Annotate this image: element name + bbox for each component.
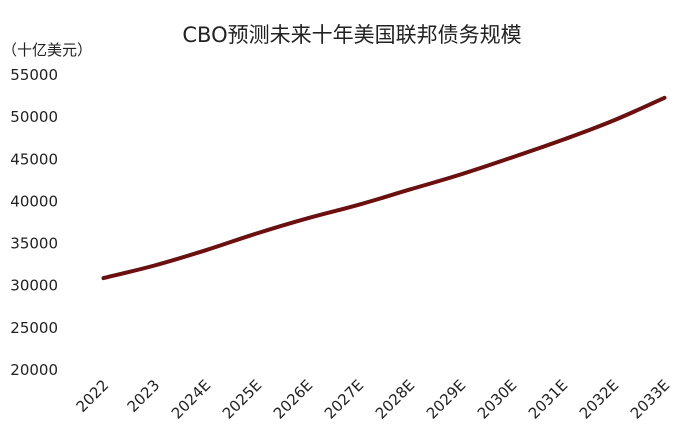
chart-title: CBO预测未来十年美国联邦债务规模 bbox=[182, 23, 521, 47]
x-tick-label: 2026E bbox=[270, 376, 316, 422]
x-tick-label: 2032E bbox=[576, 376, 622, 422]
x-tick-label: 2033E bbox=[627, 376, 673, 422]
y-tick-label: 20000 bbox=[10, 361, 58, 379]
y-axis: 20000 25000 30000 35000 40000 45000 50000 55000 bbox=[10, 66, 58, 379]
y-tick-label: 30000 bbox=[10, 277, 58, 295]
x-tick-label: 2028E bbox=[372, 376, 418, 422]
series-line-0 bbox=[101, 95, 667, 281]
x-tick-label: 2025E bbox=[219, 376, 265, 422]
series-group bbox=[101, 95, 667, 281]
y-tick-label: 50000 bbox=[10, 108, 58, 126]
x-tick-label: 2024E bbox=[168, 376, 214, 422]
y-tick-label: 40000 bbox=[10, 192, 58, 210]
y-axis-label: （十亿美元） bbox=[2, 41, 92, 59]
x-tick-label: 2029E bbox=[423, 376, 469, 422]
x-axis: 2022 2023 2024E 2025E 2026E 2027E 2028E 2029E 20… bbox=[73, 376, 674, 422]
x-tick-label: 2027E bbox=[321, 376, 367, 422]
x-tick-label: 2030E bbox=[474, 376, 520, 422]
x-tick-label: 2031E bbox=[525, 376, 571, 422]
y-tick-label: 45000 bbox=[10, 150, 58, 168]
y-tick-label: 35000 bbox=[10, 235, 58, 253]
y-tick-label: 25000 bbox=[10, 319, 58, 337]
x-tick-label: 2023 bbox=[124, 376, 164, 416]
x-tick-label: 2022 bbox=[73, 376, 113, 416]
y-tick-label: 55000 bbox=[10, 66, 58, 84]
